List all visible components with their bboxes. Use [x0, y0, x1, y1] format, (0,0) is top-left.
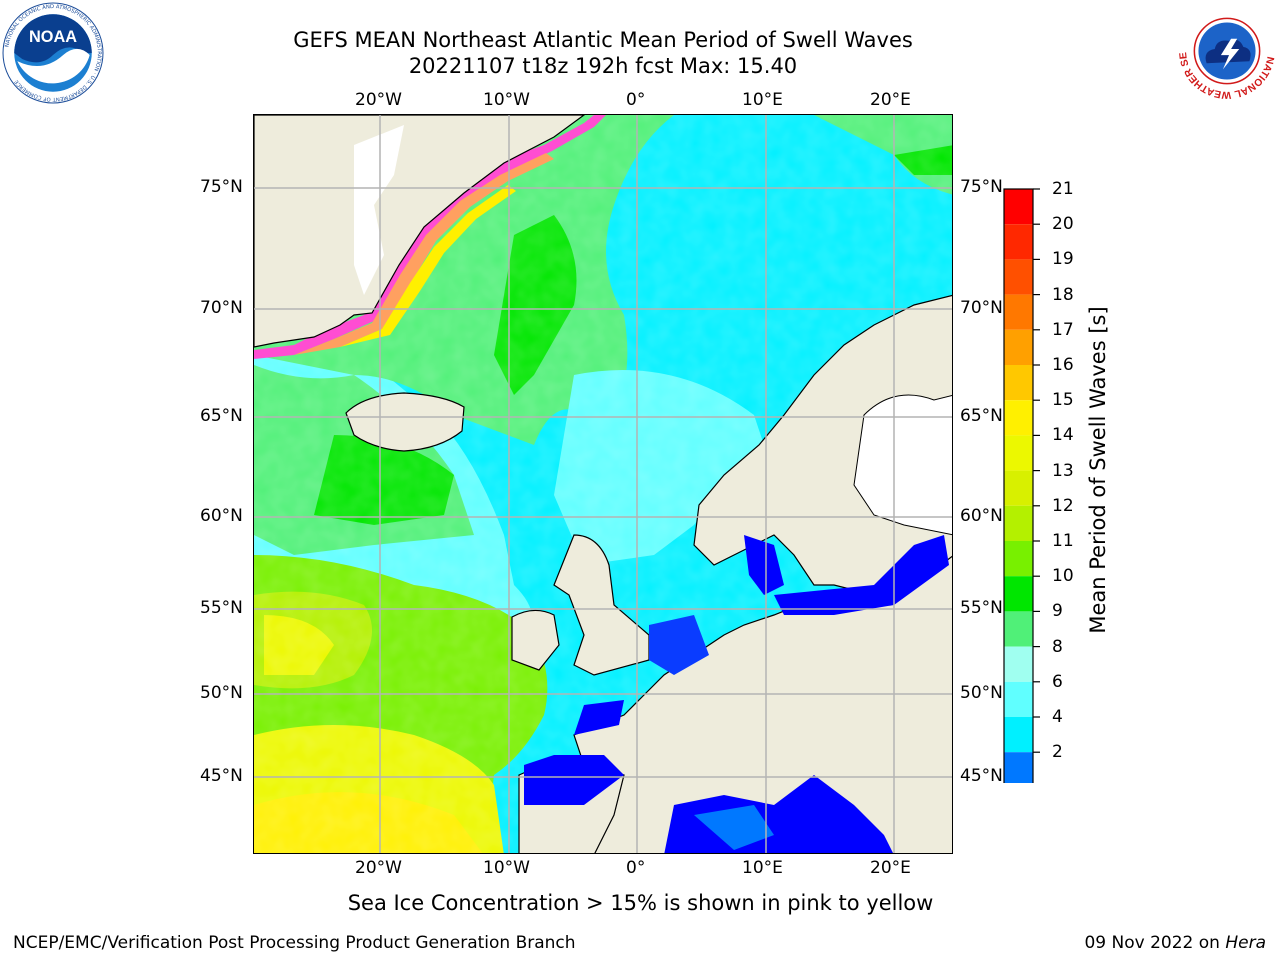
colorbar-segment — [1004, 752, 1033, 783]
map-title: GEFS MEAN Northeast Atlantic Mean Period… — [293, 28, 913, 52]
colorbar-segment — [1004, 400, 1033, 436]
lon-tick-top-0: 0° — [626, 90, 646, 110]
colorbar-segment — [1004, 224, 1033, 260]
lon-tick-bottom-10w: 10°W — [483, 858, 530, 878]
colorbar-label: 13 — [1052, 460, 1074, 481]
colorbar-label: 10 — [1052, 566, 1074, 587]
colorbar-label: 4 — [1052, 707, 1063, 727]
colorbar-segment — [1004, 294, 1033, 330]
colorbar-segment — [1004, 611, 1033, 647]
colorbar-segment — [1004, 470, 1033, 506]
lat-tick-right-65n: 65°N — [960, 406, 1003, 426]
colorbar-label: 15 — [1052, 390, 1074, 411]
colorbar-label: 14 — [1052, 425, 1074, 446]
sea-ice — [254, 115, 606, 359]
host-name: Hera — [1225, 933, 1266, 953]
noaa-logo-text: NOAA — [29, 28, 77, 46]
sea-tyrrhenian — [694, 805, 774, 850]
colorbar-segment — [1004, 576, 1033, 612]
sea-ice-footnote: Sea Ice Concentration > 15% is shown in … — [347, 891, 934, 915]
lon-tick-bottom-20w: 20°W — [355, 858, 402, 878]
run-date-credit: 09 Nov 2022 on Hera — [1084, 933, 1266, 953]
nws-logo: NATIONAL WEATHER SERVICE — [1176, 2, 1275, 100]
land-ireland — [511, 609, 560, 671]
lat-tick-left-65n: 65°N — [200, 406, 243, 426]
colorbar-label: 11 — [1052, 531, 1074, 551]
map-subtitle: 20221107 t18z 192h fcst Max: 15.40 — [408, 54, 798, 78]
noaa-logo: NOAA NATIONAL OCEANIC AND ATMOSPHERIC AD… — [2, 2, 104, 104]
lat-tick-right-50n: 50°N — [960, 683, 1003, 703]
sea-bay-of-biscay — [524, 755, 624, 805]
land-great-britain — [553, 534, 650, 676]
colorbar-segment — [1004, 189, 1033, 225]
sea-north-sea-coast — [649, 615, 709, 675]
colorbar-label: 21 — [1052, 179, 1074, 199]
colorbar-segment — [1004, 541, 1033, 577]
colorbar-label: 19 — [1052, 249, 1074, 270]
colorbar-segment — [1004, 259, 1033, 295]
land-iceland — [345, 392, 465, 452]
sea-baltic — [774, 535, 949, 615]
sea-english-channel — [574, 700, 624, 735]
lon-tick-top-10e: 10°E — [742, 90, 783, 110]
producer-credit: NCEP/EMC/Verification Post Processing Pr… — [13, 933, 576, 953]
lat-tick-left-50n: 50°N — [200, 683, 243, 703]
colorbar-segment — [1004, 646, 1033, 682]
colorbar-segment — [1004, 329, 1033, 365]
colorbar-label: 12 — [1052, 495, 1074, 516]
lat-tick-left-75n: 75°N — [200, 177, 243, 197]
colorbar-segment — [1004, 435, 1033, 471]
colorbar-label: 9 — [1052, 601, 1063, 622]
colorbar-segment — [1004, 717, 1033, 753]
lat-tick-right-55n: 55°N — [960, 598, 1003, 618]
lat-tick-left-55n: 55°N — [200, 598, 243, 618]
colorbar — [1003, 188, 1040, 783]
ice-sheet-greenland — [354, 125, 404, 295]
lon-tick-top-20e: 20°E — [870, 90, 911, 110]
lon-tick-bottom-0: 0° — [626, 858, 646, 878]
lat-tick-left-60n: 60°N — [200, 506, 243, 526]
lon-tick-bottom-10e: 10°E — [742, 858, 783, 878]
colorbar-segment — [1004, 681, 1033, 717]
colorbar-label: 8 — [1052, 636, 1063, 657]
graticule — [254, 115, 952, 853]
lat-tick-right-70n: 70°N — [960, 298, 1003, 318]
land-greenland — [254, 115, 586, 348]
colorbar-label: 18 — [1052, 284, 1074, 305]
lon-tick-bottom-20e: 20°E — [870, 858, 911, 878]
lat-tick-right-45n: 45°N — [960, 766, 1003, 786]
lat-tick-left-70n: 70°N — [200, 298, 243, 318]
colorbar-label: 2 — [1052, 742, 1063, 763]
lat-tick-right-75n: 75°N — [960, 177, 1003, 197]
colorbar-segment — [1004, 505, 1033, 541]
sea-skagerrak — [744, 535, 784, 595]
run-date: 09 Nov 2022 on — [1084, 933, 1226, 953]
gulf-of-bothnia — [853, 394, 952, 536]
lon-tick-top-20w: 20°W — [355, 90, 402, 110]
colorbar-segment — [1004, 365, 1033, 401]
lat-tick-left-45n: 45°N — [200, 766, 243, 786]
colorbar-label: 20 — [1052, 214, 1074, 235]
swell-period-map — [254, 115, 952, 853]
colorbar-label: 16 — [1052, 355, 1074, 375]
map-panel — [253, 114, 953, 854]
lon-tick-top-10w: 10°W — [483, 90, 530, 110]
colorbar-label: 6 — [1052, 671, 1063, 692]
colorbar-label: 17 — [1052, 319, 1074, 340]
lat-tick-right-60n: 60°N — [960, 506, 1003, 526]
